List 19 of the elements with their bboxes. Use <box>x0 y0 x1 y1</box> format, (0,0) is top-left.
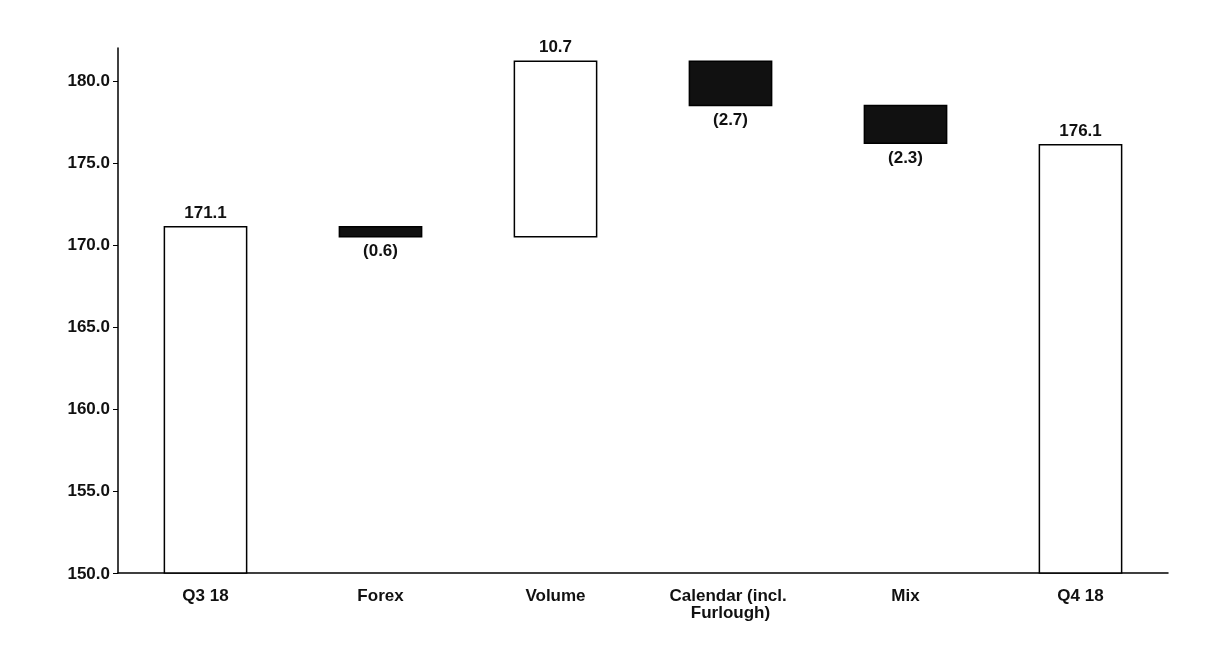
data-label: (0.6) <box>363 241 398 261</box>
data-label: (2.7) <box>713 110 748 130</box>
x-tick-label: Calendar (incl. Furlough) <box>669 586 792 622</box>
x-tick-label: Mix <box>891 586 921 605</box>
y-tick-label: 150.0 <box>67 563 110 583</box>
x-tick-label: Q3 18 <box>182 586 229 605</box>
y-tick-label: 165.0 <box>67 317 110 337</box>
data-label: 10.7 <box>538 37 573 57</box>
y-tick-label: 155.0 <box>67 481 110 501</box>
data-label: (2.3) <box>888 147 923 167</box>
y-tick-label: 160.0 <box>67 399 110 419</box>
x-tick-label: Volume <box>525 586 586 605</box>
x-tick-label: Q4 18 <box>1057 586 1104 605</box>
data-label: 171.1 <box>184 203 227 223</box>
y-tick-label: 170.0 <box>67 235 110 255</box>
data-label: 176.1 <box>1059 121 1102 141</box>
y-tick-label: 175.0 <box>67 153 110 173</box>
x-tick-label: Forex <box>357 586 405 605</box>
y-tick-label: 180.0 <box>67 71 110 91</box>
